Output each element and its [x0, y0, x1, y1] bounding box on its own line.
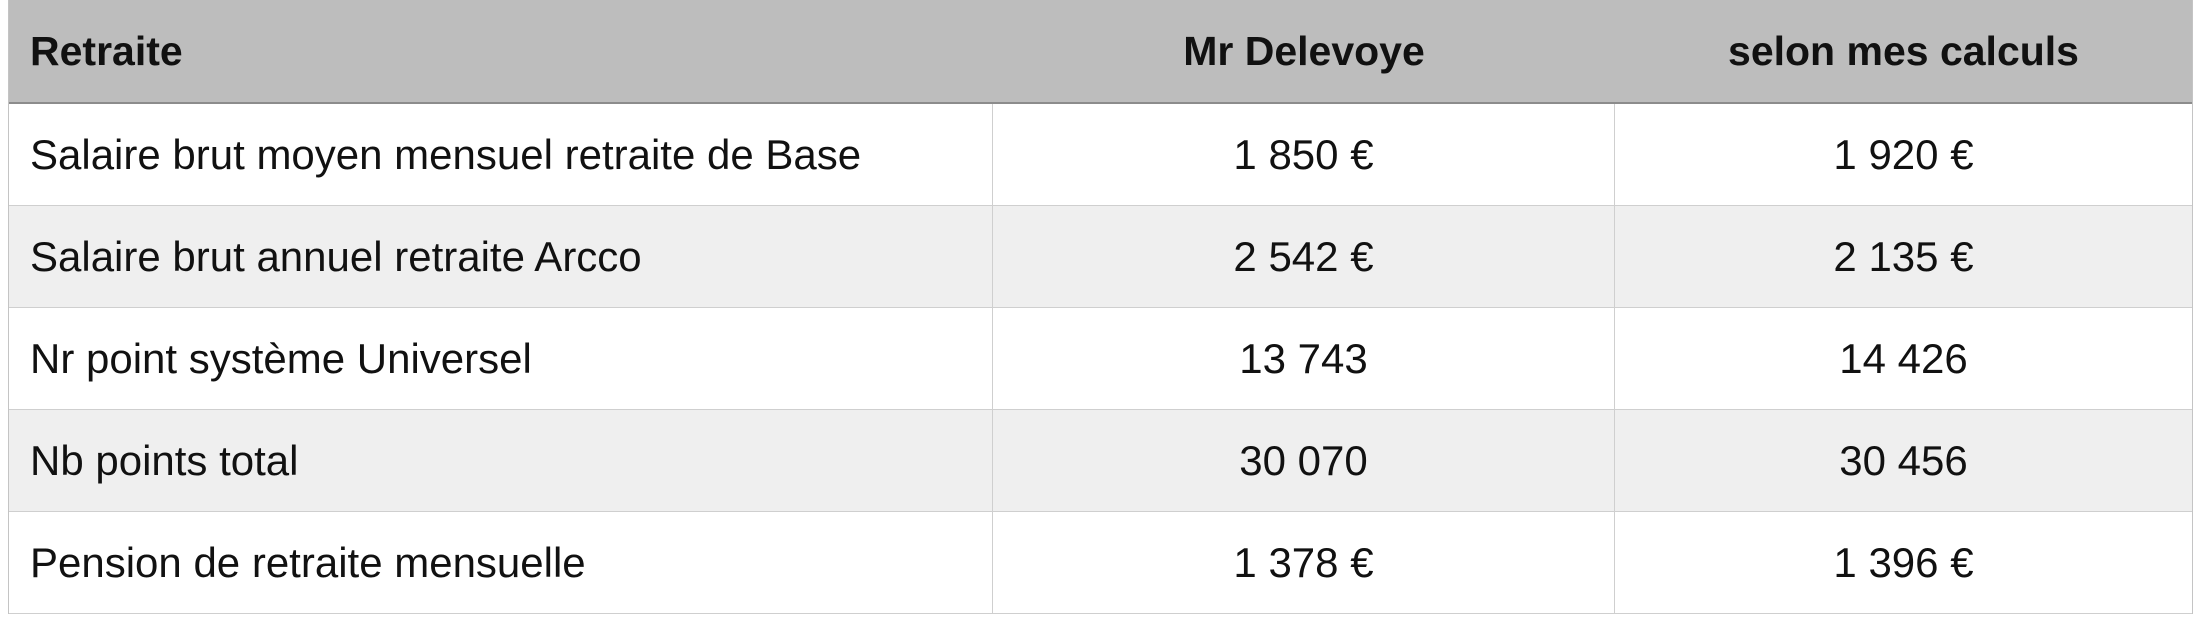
table-row: Salaire brut moyen mensuel retraite de B… [9, 104, 2192, 206]
header-cell: Retraite [30, 27, 183, 74]
table-cell: 1 378 € [993, 512, 1615, 613]
table-cell: Salaire brut moyen mensuel retraite de B… [9, 104, 993, 205]
table-cell: 1 396 € [1833, 538, 1974, 586]
table-cell: 2 135 € [1833, 232, 1974, 280]
table-cell: Pension de retraite mensuelle [9, 512, 993, 613]
table-cell: 1 850 € [993, 104, 1615, 205]
table-row: Pension de retraite mensuelle 1 378 € 1 39… [9, 512, 2192, 614]
table-cell: 14 426 [1839, 334, 1968, 382]
header-cell: selon mes calculs [1728, 27, 2079, 74]
table-cell: 30 456 [1839, 436, 1968, 484]
table-cell: Salaire brut annuel retraite Arcco [9, 206, 993, 307]
table: Retraite Mr Delevoye selon mes calculs Sala… [8, 0, 2193, 614]
table-cell: 13 743 [993, 308, 1615, 409]
table-cell: 30 070 [993, 410, 1615, 511]
table-cell: 2 542 € [993, 206, 1615, 307]
header-row: Retraite Mr Delevoye selon mes calculs [9, 0, 2192, 104]
table-row: Nr point système Universel 13 743 14 426 [9, 308, 2192, 410]
table-row: Nb points total 30 070 30 456 [9, 410, 2192, 512]
table-cell: Nr point système Universel [9, 308, 993, 409]
header-cell: Mr Delevoye [1183, 27, 1425, 74]
table-cell: 1 920 € [1833, 130, 1974, 178]
table-row: Salaire brut annuel retraite Arcco 2 542 … [9, 206, 2192, 308]
table-cell: Nb points total [9, 410, 993, 511]
